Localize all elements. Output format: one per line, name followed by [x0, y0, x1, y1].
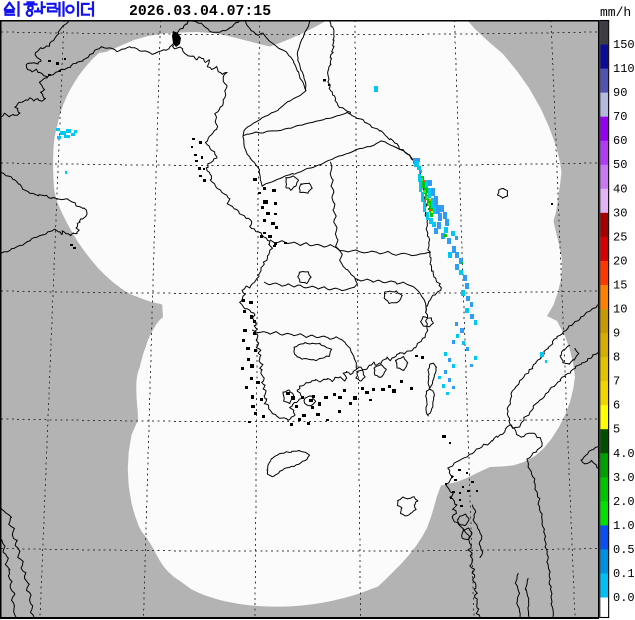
svg-text:40: 40 [613, 182, 627, 196]
svg-text:150: 150 [613, 38, 635, 52]
svg-text:8: 8 [613, 351, 620, 365]
svg-text:15: 15 [613, 279, 627, 293]
svg-text:110: 110 [613, 62, 635, 76]
svg-text:25: 25 [613, 230, 627, 244]
svg-text:70: 70 [613, 110, 627, 124]
svg-text:10: 10 [613, 303, 627, 317]
svg-text:4.0: 4.0 [613, 447, 635, 461]
svg-text:20: 20 [613, 254, 627, 268]
svg-text:3.0: 3.0 [613, 471, 635, 485]
svg-text:90: 90 [613, 86, 627, 100]
svg-text:50: 50 [613, 158, 627, 172]
svg-text:2.0: 2.0 [613, 495, 635, 509]
svg-text:1.0: 1.0 [613, 519, 635, 533]
svg-text:0.5: 0.5 [613, 543, 635, 557]
svg-text:9: 9 [613, 327, 620, 341]
svg-text:0.1: 0.1 [613, 567, 635, 581]
svg-text:30: 30 [613, 206, 627, 220]
svg-text:mm/h: mm/h [600, 5, 631, 20]
svg-text:0.0: 0.0 [613, 591, 635, 605]
svg-text:5: 5 [613, 423, 620, 437]
svg-text:7: 7 [613, 375, 620, 389]
svg-text:60: 60 [613, 134, 627, 148]
svg-text:2026.03.04.07:15: 2026.03.04.07:15 [129, 4, 271, 20]
svg-text:6: 6 [613, 399, 620, 413]
